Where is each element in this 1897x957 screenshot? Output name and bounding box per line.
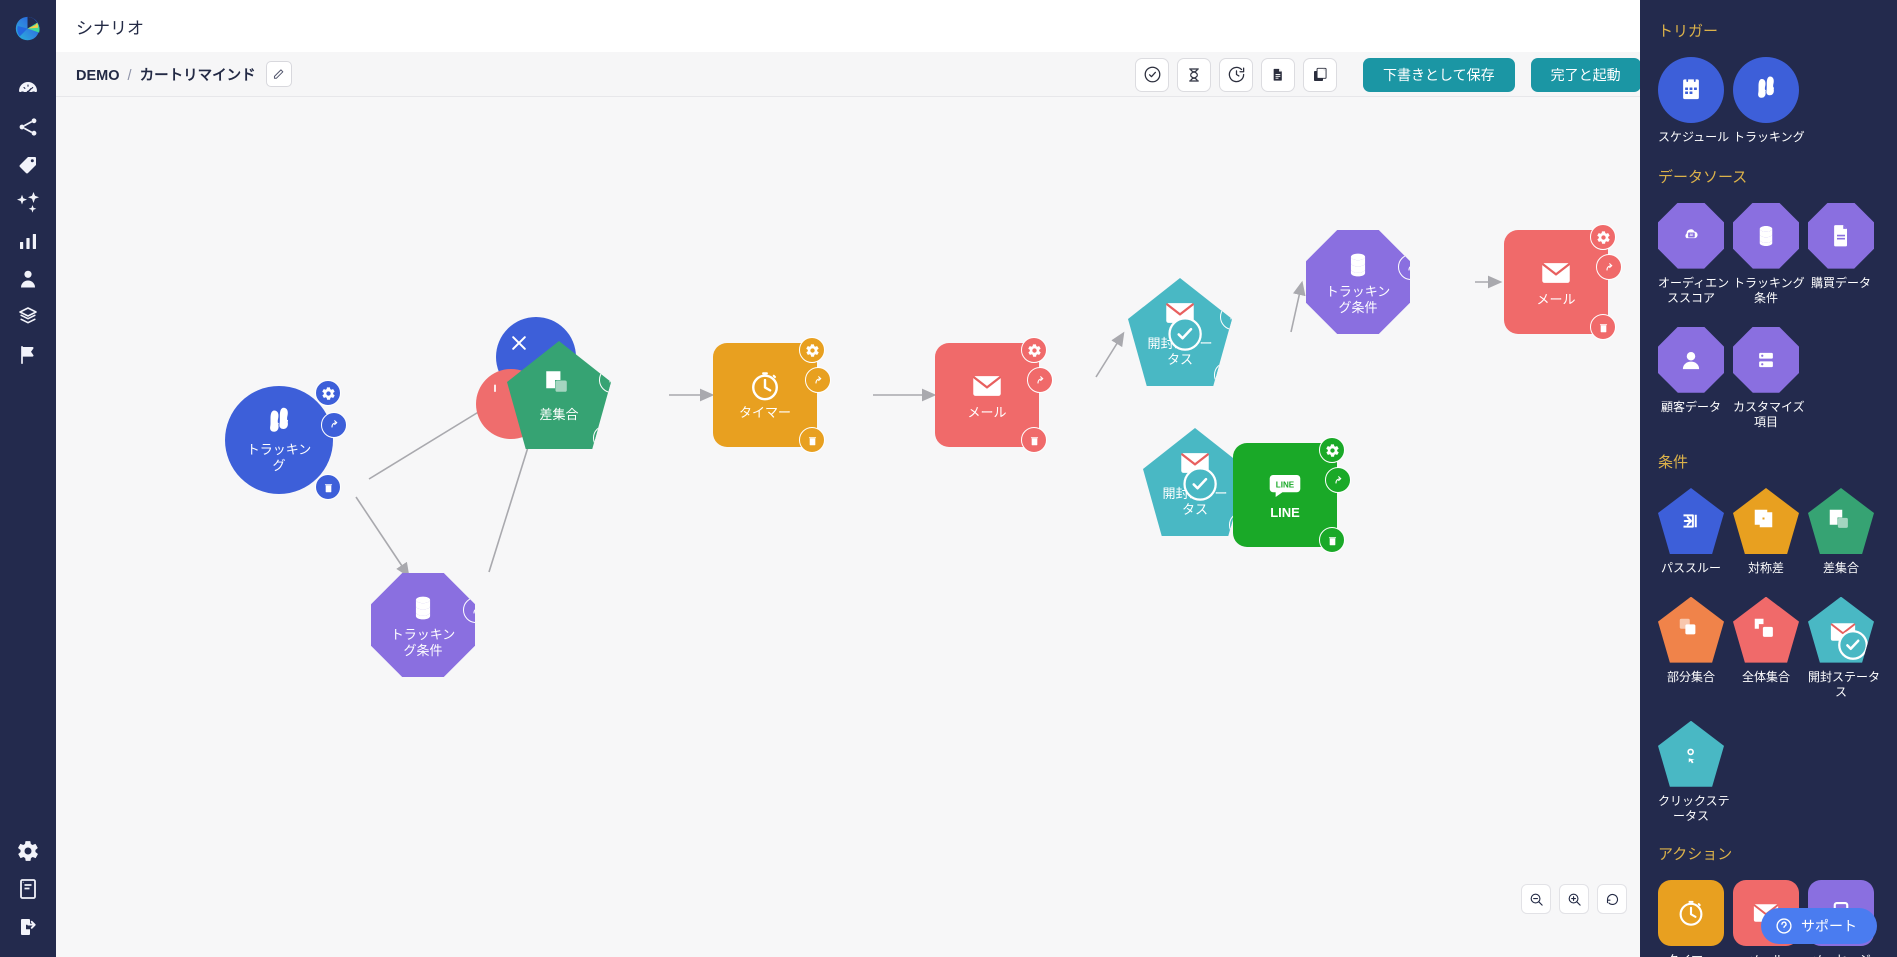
svg-text:AI: AI — [1689, 232, 1693, 237]
svg-text:LINE: LINE — [1276, 480, 1295, 489]
